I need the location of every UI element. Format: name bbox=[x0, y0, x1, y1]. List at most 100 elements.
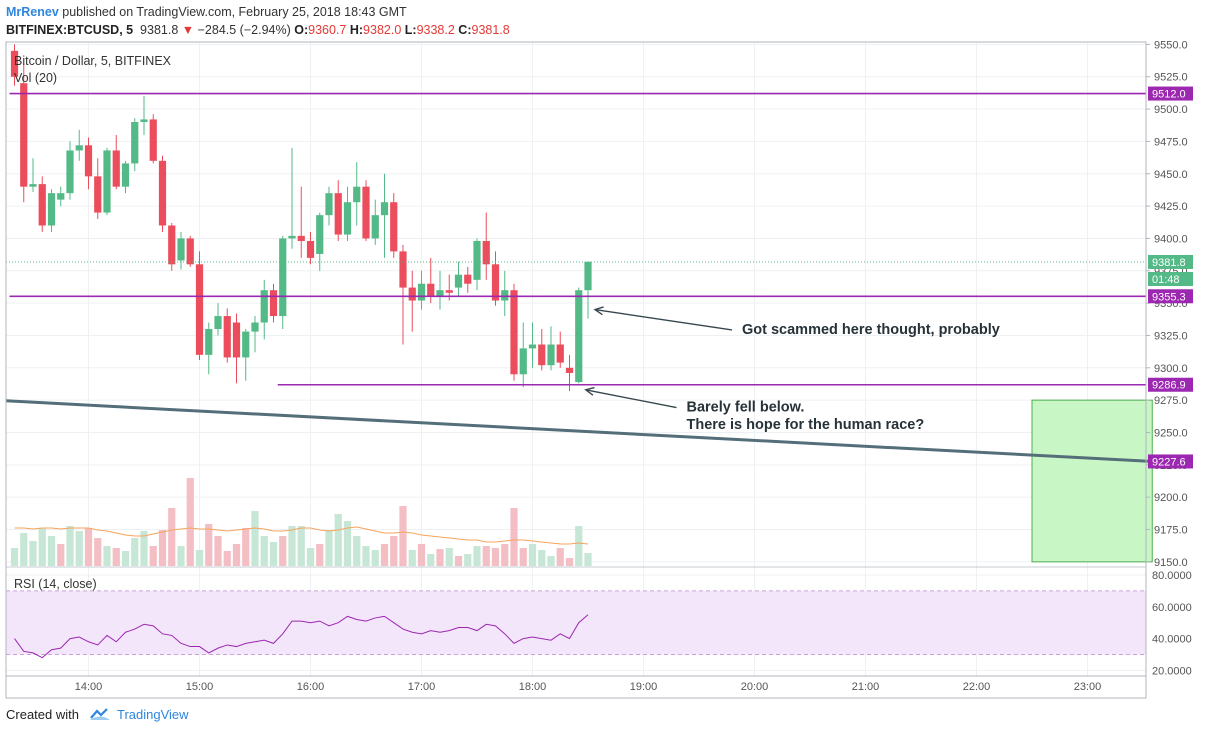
candle-body bbox=[251, 322, 259, 332]
candle bbox=[195, 251, 204, 361]
candle-body bbox=[482, 241, 490, 265]
candle-body bbox=[260, 290, 268, 323]
price-tick-label: 9400.0 bbox=[1154, 233, 1188, 245]
trend-line bbox=[5, 399, 1153, 463]
price-tick-label: 9475.0 bbox=[1154, 136, 1188, 148]
price-tick-label: 9500.0 bbox=[1154, 104, 1188, 116]
candle bbox=[205, 322, 213, 375]
candle bbox=[334, 180, 342, 242]
volume-bar bbox=[528, 544, 537, 566]
volume-bar bbox=[464, 554, 472, 566]
author-link[interactable]: MrRenev bbox=[6, 5, 59, 19]
volume-bar bbox=[131, 538, 139, 566]
close-value: 9381.8 bbox=[471, 23, 510, 37]
volume-bar bbox=[260, 536, 268, 566]
candle-body bbox=[454, 274, 463, 288]
volume-bar bbox=[140, 531, 148, 566]
candle bbox=[223, 308, 231, 363]
volume-bar bbox=[84, 528, 93, 566]
volume-bar bbox=[269, 542, 278, 566]
candle bbox=[66, 141, 74, 200]
candle-body bbox=[362, 186, 370, 239]
high-value: 9382.0 bbox=[363, 23, 402, 37]
volume-bar bbox=[214, 536, 222, 566]
candle bbox=[177, 231, 185, 270]
candle bbox=[343, 186, 352, 242]
price-chart[interactable]: Got scammed here thought, probably Barely… bbox=[0, 0, 1205, 700]
candle-body bbox=[297, 235, 305, 242]
published-info: published on TradingView.com, February 2… bbox=[62, 5, 407, 19]
candle-body bbox=[436, 290, 444, 297]
volume-bar bbox=[454, 556, 463, 566]
volume-bar bbox=[334, 514, 342, 566]
candle-body bbox=[547, 344, 555, 366]
candle-body bbox=[20, 83, 28, 187]
volume-bar bbox=[66, 526, 74, 566]
candle-body bbox=[66, 150, 74, 194]
candle-body bbox=[131, 122, 139, 164]
chart-header: MrRenev published on TradingView.com, Fe… bbox=[6, 3, 1196, 39]
rsi-line bbox=[14, 614, 589, 659]
candle-body bbox=[84, 145, 93, 177]
candle-body bbox=[177, 238, 185, 261]
candle-body bbox=[584, 261, 592, 291]
candle bbox=[214, 303, 222, 336]
volume-bar bbox=[103, 546, 111, 566]
candle-body bbox=[353, 186, 361, 203]
volume-bar bbox=[121, 551, 130, 566]
price-tick-label: 9200.0 bbox=[1154, 492, 1188, 504]
volume-bar bbox=[343, 521, 352, 566]
volume-bar bbox=[158, 530, 167, 566]
chart-frame bbox=[5, 41, 1147, 699]
created-with-label: Created with bbox=[6, 706, 79, 722]
candle-body bbox=[94, 176, 102, 213]
volume-bar bbox=[251, 511, 259, 566]
candle bbox=[482, 212, 490, 280]
chart-title: Bitcoin / Dollar, 5, BITFINEX bbox=[14, 54, 172, 68]
candle-body bbox=[112, 150, 120, 187]
candle-body bbox=[242, 331, 250, 358]
candle bbox=[29, 158, 37, 192]
price-tick-label: 9450.0 bbox=[1154, 169, 1188, 181]
price-change: −284.5 (−2.94%) bbox=[197, 23, 291, 37]
candle-body bbox=[371, 215, 379, 239]
volume-bar bbox=[279, 536, 287, 566]
candle-body bbox=[334, 193, 342, 235]
candle bbox=[94, 158, 102, 220]
candle bbox=[20, 63, 28, 203]
volume-bar bbox=[168, 508, 176, 566]
rsi-band bbox=[6, 590, 1146, 655]
volume-bar bbox=[94, 538, 102, 566]
candle bbox=[575, 287, 583, 384]
tradingview-link[interactable]: TradingView bbox=[116, 706, 189, 722]
price-tick-label: 9275.0 bbox=[1154, 395, 1188, 407]
volume-bar bbox=[149, 546, 157, 566]
candle bbox=[325, 186, 333, 226]
candle-body bbox=[75, 145, 83, 151]
rsi-label: RSI (14, close) bbox=[14, 577, 97, 591]
rsi-tick-label: 80.0000 bbox=[1152, 570, 1192, 582]
low-value: 9338.2 bbox=[416, 23, 455, 37]
volume-bar bbox=[556, 548, 564, 566]
volume-bar bbox=[57, 544, 65, 566]
time-tick-label: 21:00 bbox=[852, 681, 880, 693]
candle bbox=[47, 189, 56, 232]
volume-bar bbox=[306, 548, 315, 566]
candle-body bbox=[158, 160, 167, 226]
candle-series bbox=[10, 44, 592, 392]
volume-bar bbox=[47, 536, 56, 566]
candle bbox=[408, 270, 416, 332]
target-box bbox=[1031, 399, 1153, 563]
price-tick-label: 9525.0 bbox=[1154, 72, 1188, 84]
volume-bar bbox=[38, 528, 46, 566]
volume-bar bbox=[584, 553, 592, 566]
candle-body bbox=[223, 316, 231, 358]
bar-countdown-label-bg bbox=[1148, 271, 1193, 286]
last-price: 9381.8 bbox=[140, 23, 179, 37]
open-label: O: bbox=[294, 23, 309, 37]
last-price-label-bg bbox=[1148, 254, 1193, 269]
time-tick-label: 18:00 bbox=[519, 681, 547, 693]
close-label: C: bbox=[458, 23, 472, 37]
candle bbox=[316, 212, 324, 271]
candle-body bbox=[38, 184, 46, 226]
